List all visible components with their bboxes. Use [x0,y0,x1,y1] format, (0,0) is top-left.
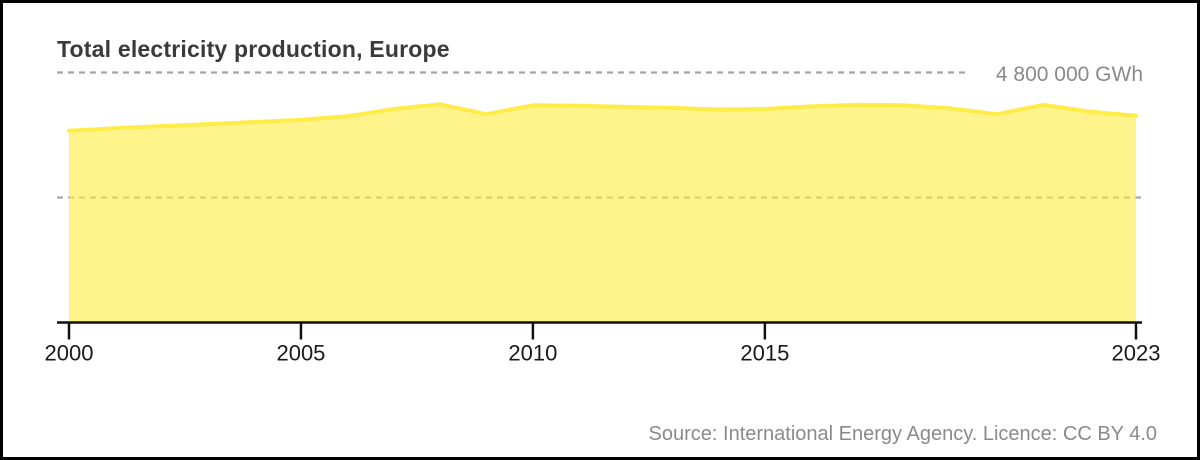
source-attribution: Source: International Energy Agency. Lic… [648,423,1157,445]
x-axis-label: 2023 [1112,341,1161,366]
x-axis-label: 2015 [740,341,789,366]
area-series [67,102,1138,323]
x-axis: 2000 2005 2010 2015 2023 [45,321,1161,366]
gridline-value-label: 4 800 000 GWh [995,63,1143,86]
x-axis-label: 2010 [508,341,557,366]
area-fill [69,104,1136,323]
area-top-line [67,102,1138,133]
area-chart: 2000 2005 2010 2015 2023 [45,71,1161,366]
chart-title: Total electricity production, Europe [57,36,450,62]
x-axis-label: 2000 [45,341,94,366]
x-axis-label: 2005 [276,341,325,366]
